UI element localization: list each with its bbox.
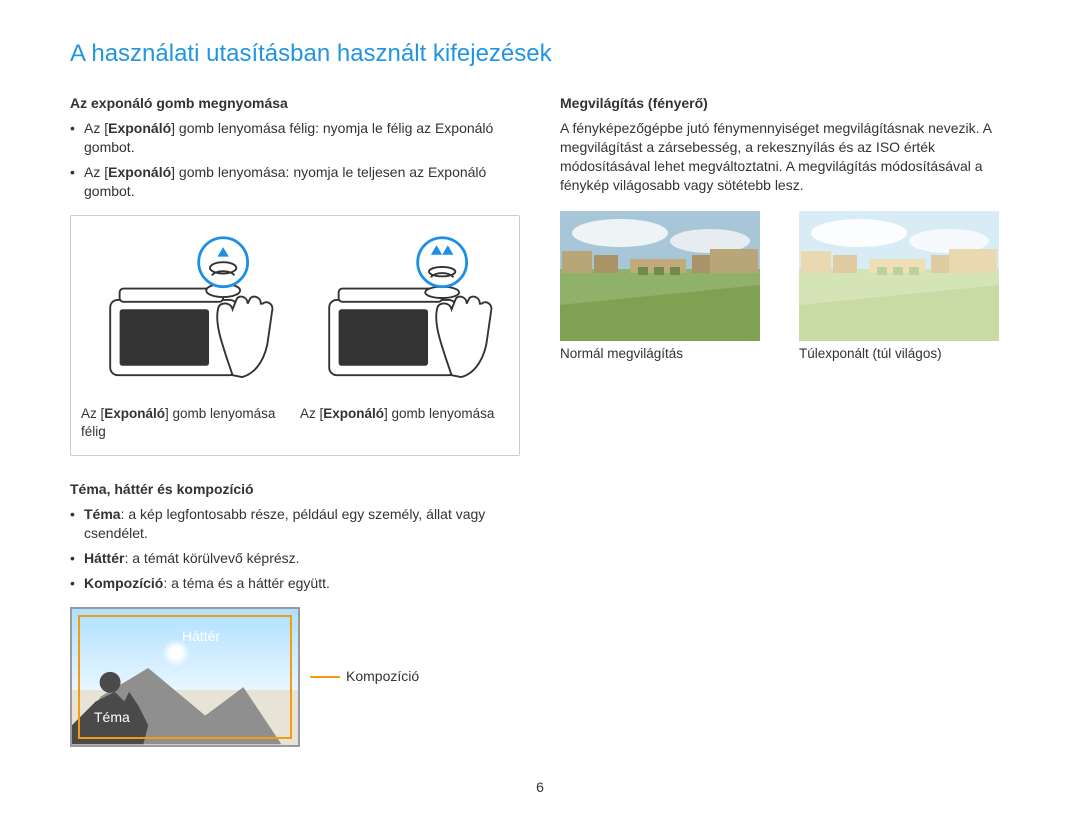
shutter-bullet-1: Az [Exponáló] gomb lenyomása félig: nyom…	[70, 119, 520, 157]
exposure-body: A fényképezőgépbe jutó fénymennyiséget m…	[560, 119, 1010, 195]
composition-bullet-3: Kompozíció: a téma és a háttér együtt.	[70, 574, 520, 593]
camera-half-press-icon	[81, 234, 290, 394]
river-normal-photo	[560, 211, 760, 341]
label-background: Háttér	[182, 627, 220, 646]
page-title: A használati utasításban használt kifeje…	[70, 38, 1010, 70]
exposure-normal-caption: Normál megvilágítás	[560, 345, 771, 363]
shutter-figure-full: Az [Exponáló] gomb lenyomása	[300, 234, 509, 441]
shutter-figure-box: Az [Exponáló] gomb lenyomása félig	[70, 215, 520, 456]
shutter-caption-half: Az [Exponáló] gomb lenyomása félig	[81, 405, 290, 441]
composition-bullet-1: Téma: a kép legfontosabb része, például …	[70, 505, 520, 543]
composition-figure: Háttér Téma	[70, 607, 300, 747]
river-over-photo	[799, 211, 999, 341]
exposure-over: Túlexponált (túl világos)	[799, 211, 1010, 363]
exposure-photos: Normál megvilágítás	[560, 211, 1010, 363]
shutter-bullet-2: Az [Exponáló] gomb lenyomása: nyomja le …	[70, 163, 520, 201]
exposure-heading: Megvilágítás (fényerő)	[560, 94, 1010, 113]
composition-bullet-2: Háttér: a témát körülvevő képrész.	[70, 549, 520, 568]
shutter-heading: Az exponáló gomb megnyomása	[70, 94, 520, 113]
camera-full-press-icon	[300, 234, 509, 394]
shutter-bullets: Az [Exponáló] gomb lenyomása félig: nyom…	[70, 119, 520, 201]
composition-bullets: Téma: a kép legfontosabb része, például …	[70, 505, 520, 593]
shutter-caption-full: Az [Exponáló] gomb lenyomása	[300, 405, 509, 423]
left-column: Az exponáló gomb megnyomása Az [Exponáló…	[70, 94, 520, 746]
exposure-over-caption: Túlexponált (túl világos)	[799, 345, 1010, 363]
composition-heading: Téma, háttér és kompozíció	[70, 480, 520, 499]
content-columns: Az exponáló gomb megnyomása Az [Exponáló…	[70, 94, 1010, 746]
right-column: Megvilágítás (fényerő) A fényképezőgépbe…	[560, 94, 1010, 746]
label-composition: Kompozíció	[346, 667, 419, 686]
shutter-figure-half: Az [Exponáló] gomb lenyomása félig	[81, 234, 290, 441]
composition-figure-row: Háttér Téma Kompozíció	[70, 607, 520, 747]
label-subject: Téma	[94, 708, 130, 727]
exposure-normal: Normál megvilágítás	[560, 211, 771, 363]
page-number: 6	[0, 778, 1080, 797]
composition-callout: Kompozíció	[310, 667, 419, 686]
